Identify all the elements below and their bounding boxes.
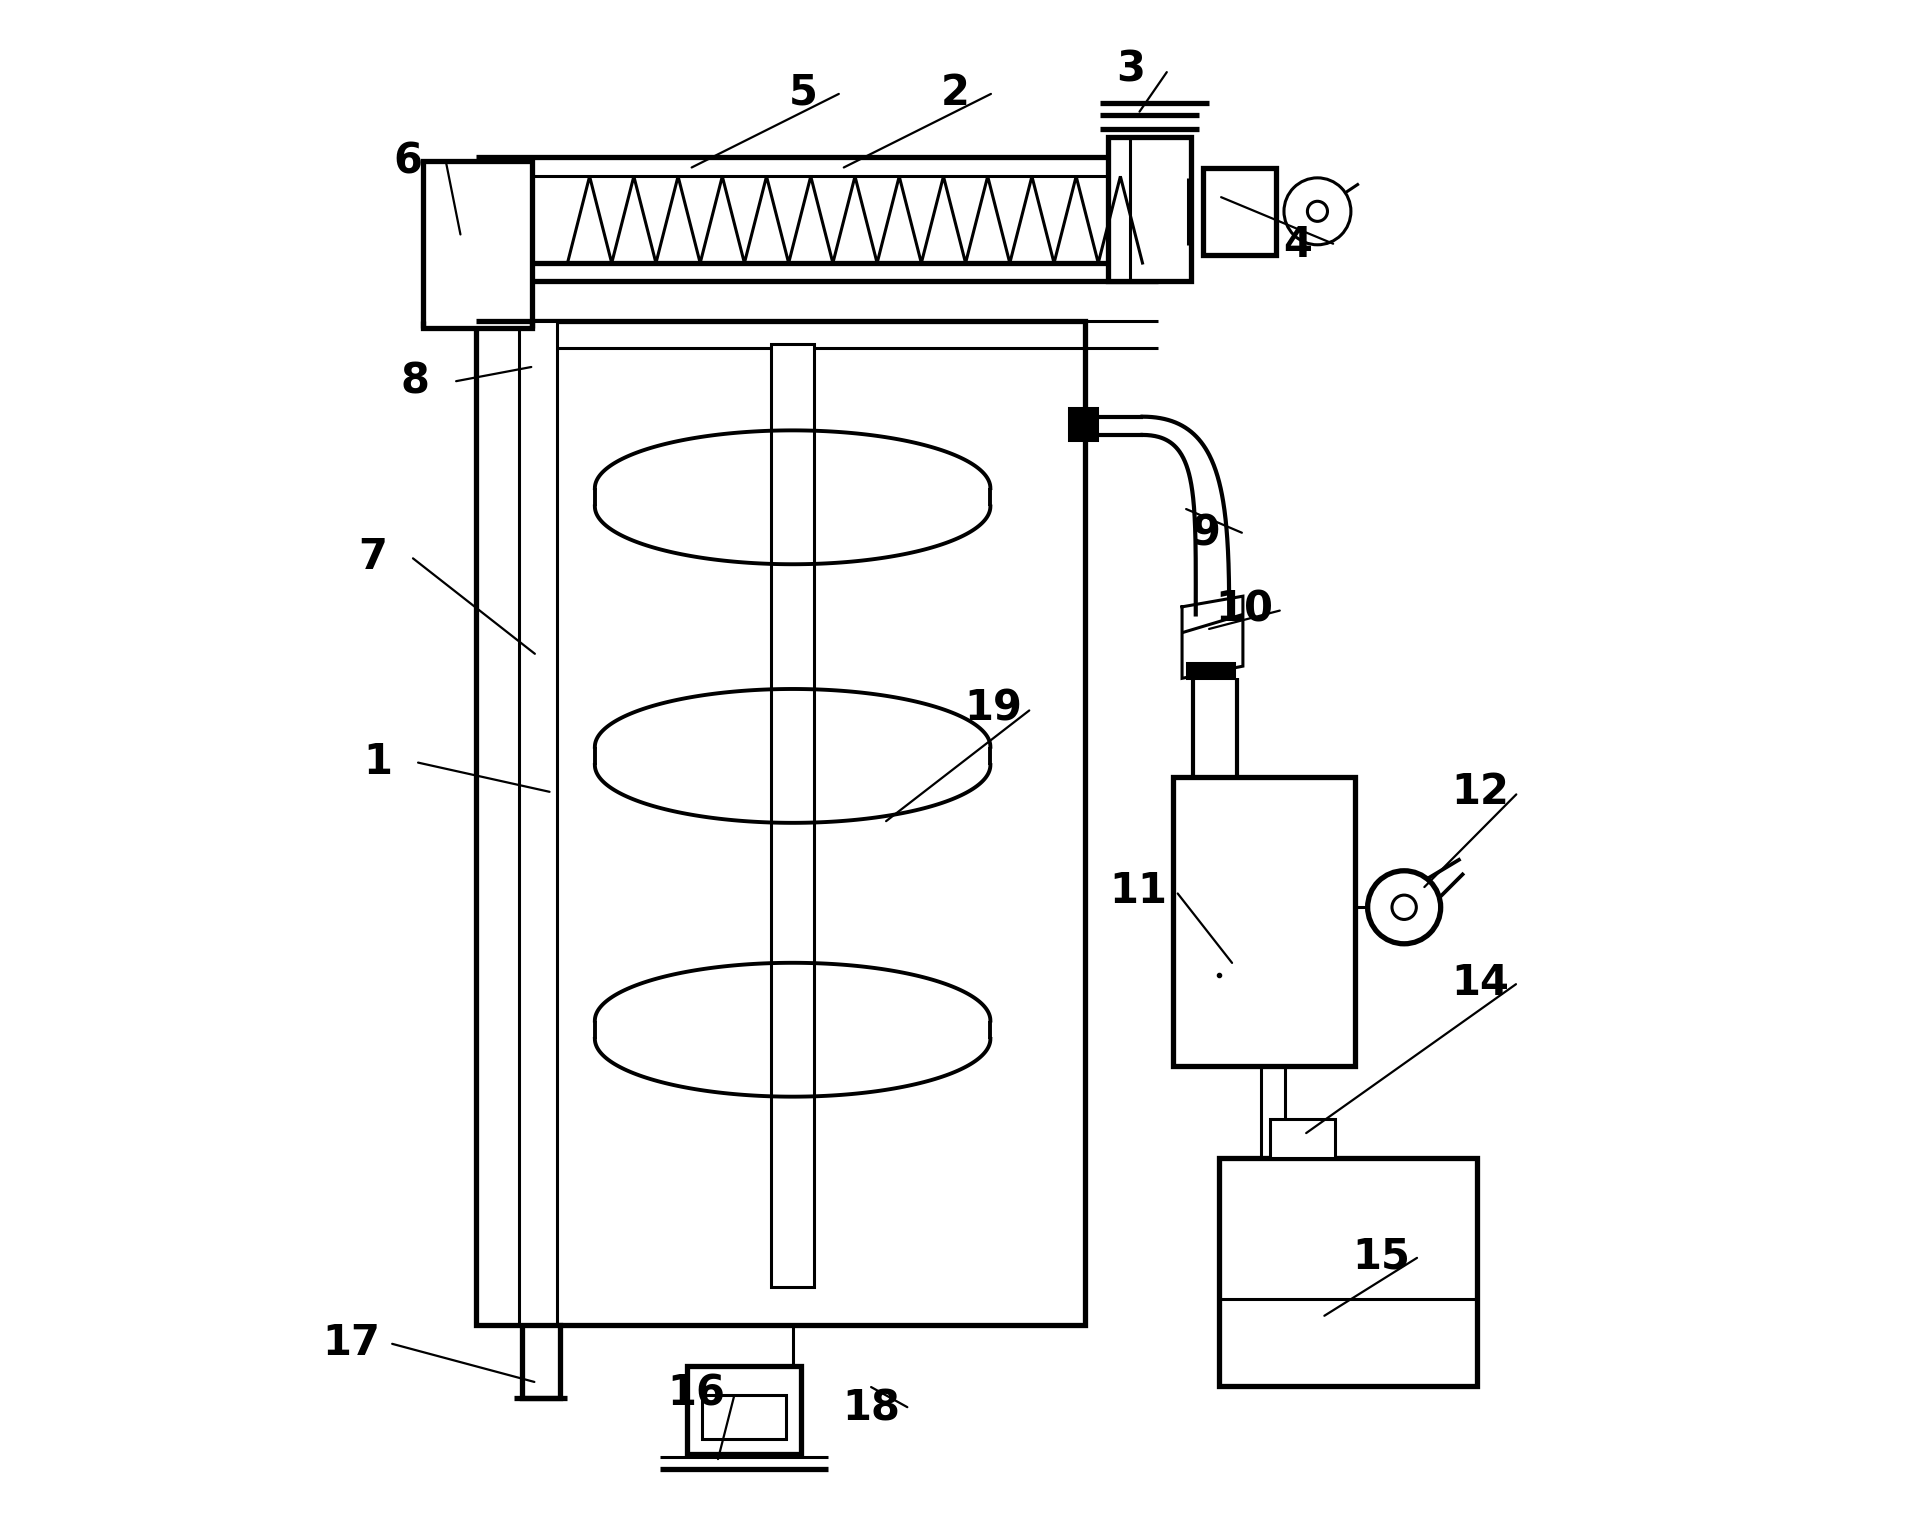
Text: 14: 14 xyxy=(1452,962,1510,1004)
Text: 7: 7 xyxy=(358,535,387,578)
Bar xyxy=(703,1394,786,1439)
Text: 6: 6 xyxy=(393,140,422,181)
Bar xyxy=(1219,1158,1477,1385)
Bar xyxy=(1186,663,1235,678)
Text: 11: 11 xyxy=(1109,870,1167,913)
Circle shape xyxy=(1367,870,1441,943)
Text: 9: 9 xyxy=(1192,512,1221,555)
Circle shape xyxy=(1392,895,1416,919)
Bar xyxy=(1107,137,1190,282)
Text: 19: 19 xyxy=(965,687,1023,730)
Circle shape xyxy=(1285,178,1350,245)
Text: 10: 10 xyxy=(1215,588,1273,631)
Bar xyxy=(1204,168,1277,255)
Circle shape xyxy=(1308,201,1327,221)
Bar xyxy=(424,162,532,329)
Text: 12: 12 xyxy=(1452,771,1510,814)
Text: 5: 5 xyxy=(790,72,819,114)
Text: 17: 17 xyxy=(322,1323,381,1364)
Text: 16: 16 xyxy=(668,1372,726,1414)
Text: 15: 15 xyxy=(1352,1236,1410,1277)
Bar xyxy=(770,344,815,1286)
Bar xyxy=(1173,777,1356,1067)
Bar xyxy=(688,1366,801,1454)
Bar xyxy=(1069,407,1098,439)
Text: 1: 1 xyxy=(362,741,391,783)
Text: 3: 3 xyxy=(1115,49,1144,91)
Bar xyxy=(522,1324,560,1398)
Text: 8: 8 xyxy=(401,361,429,402)
Bar xyxy=(476,322,1084,1324)
Bar xyxy=(518,322,557,1324)
Text: 4: 4 xyxy=(1283,224,1312,265)
Bar xyxy=(1271,1120,1335,1158)
Text: 18: 18 xyxy=(844,1387,901,1430)
Text: 2: 2 xyxy=(942,72,971,114)
